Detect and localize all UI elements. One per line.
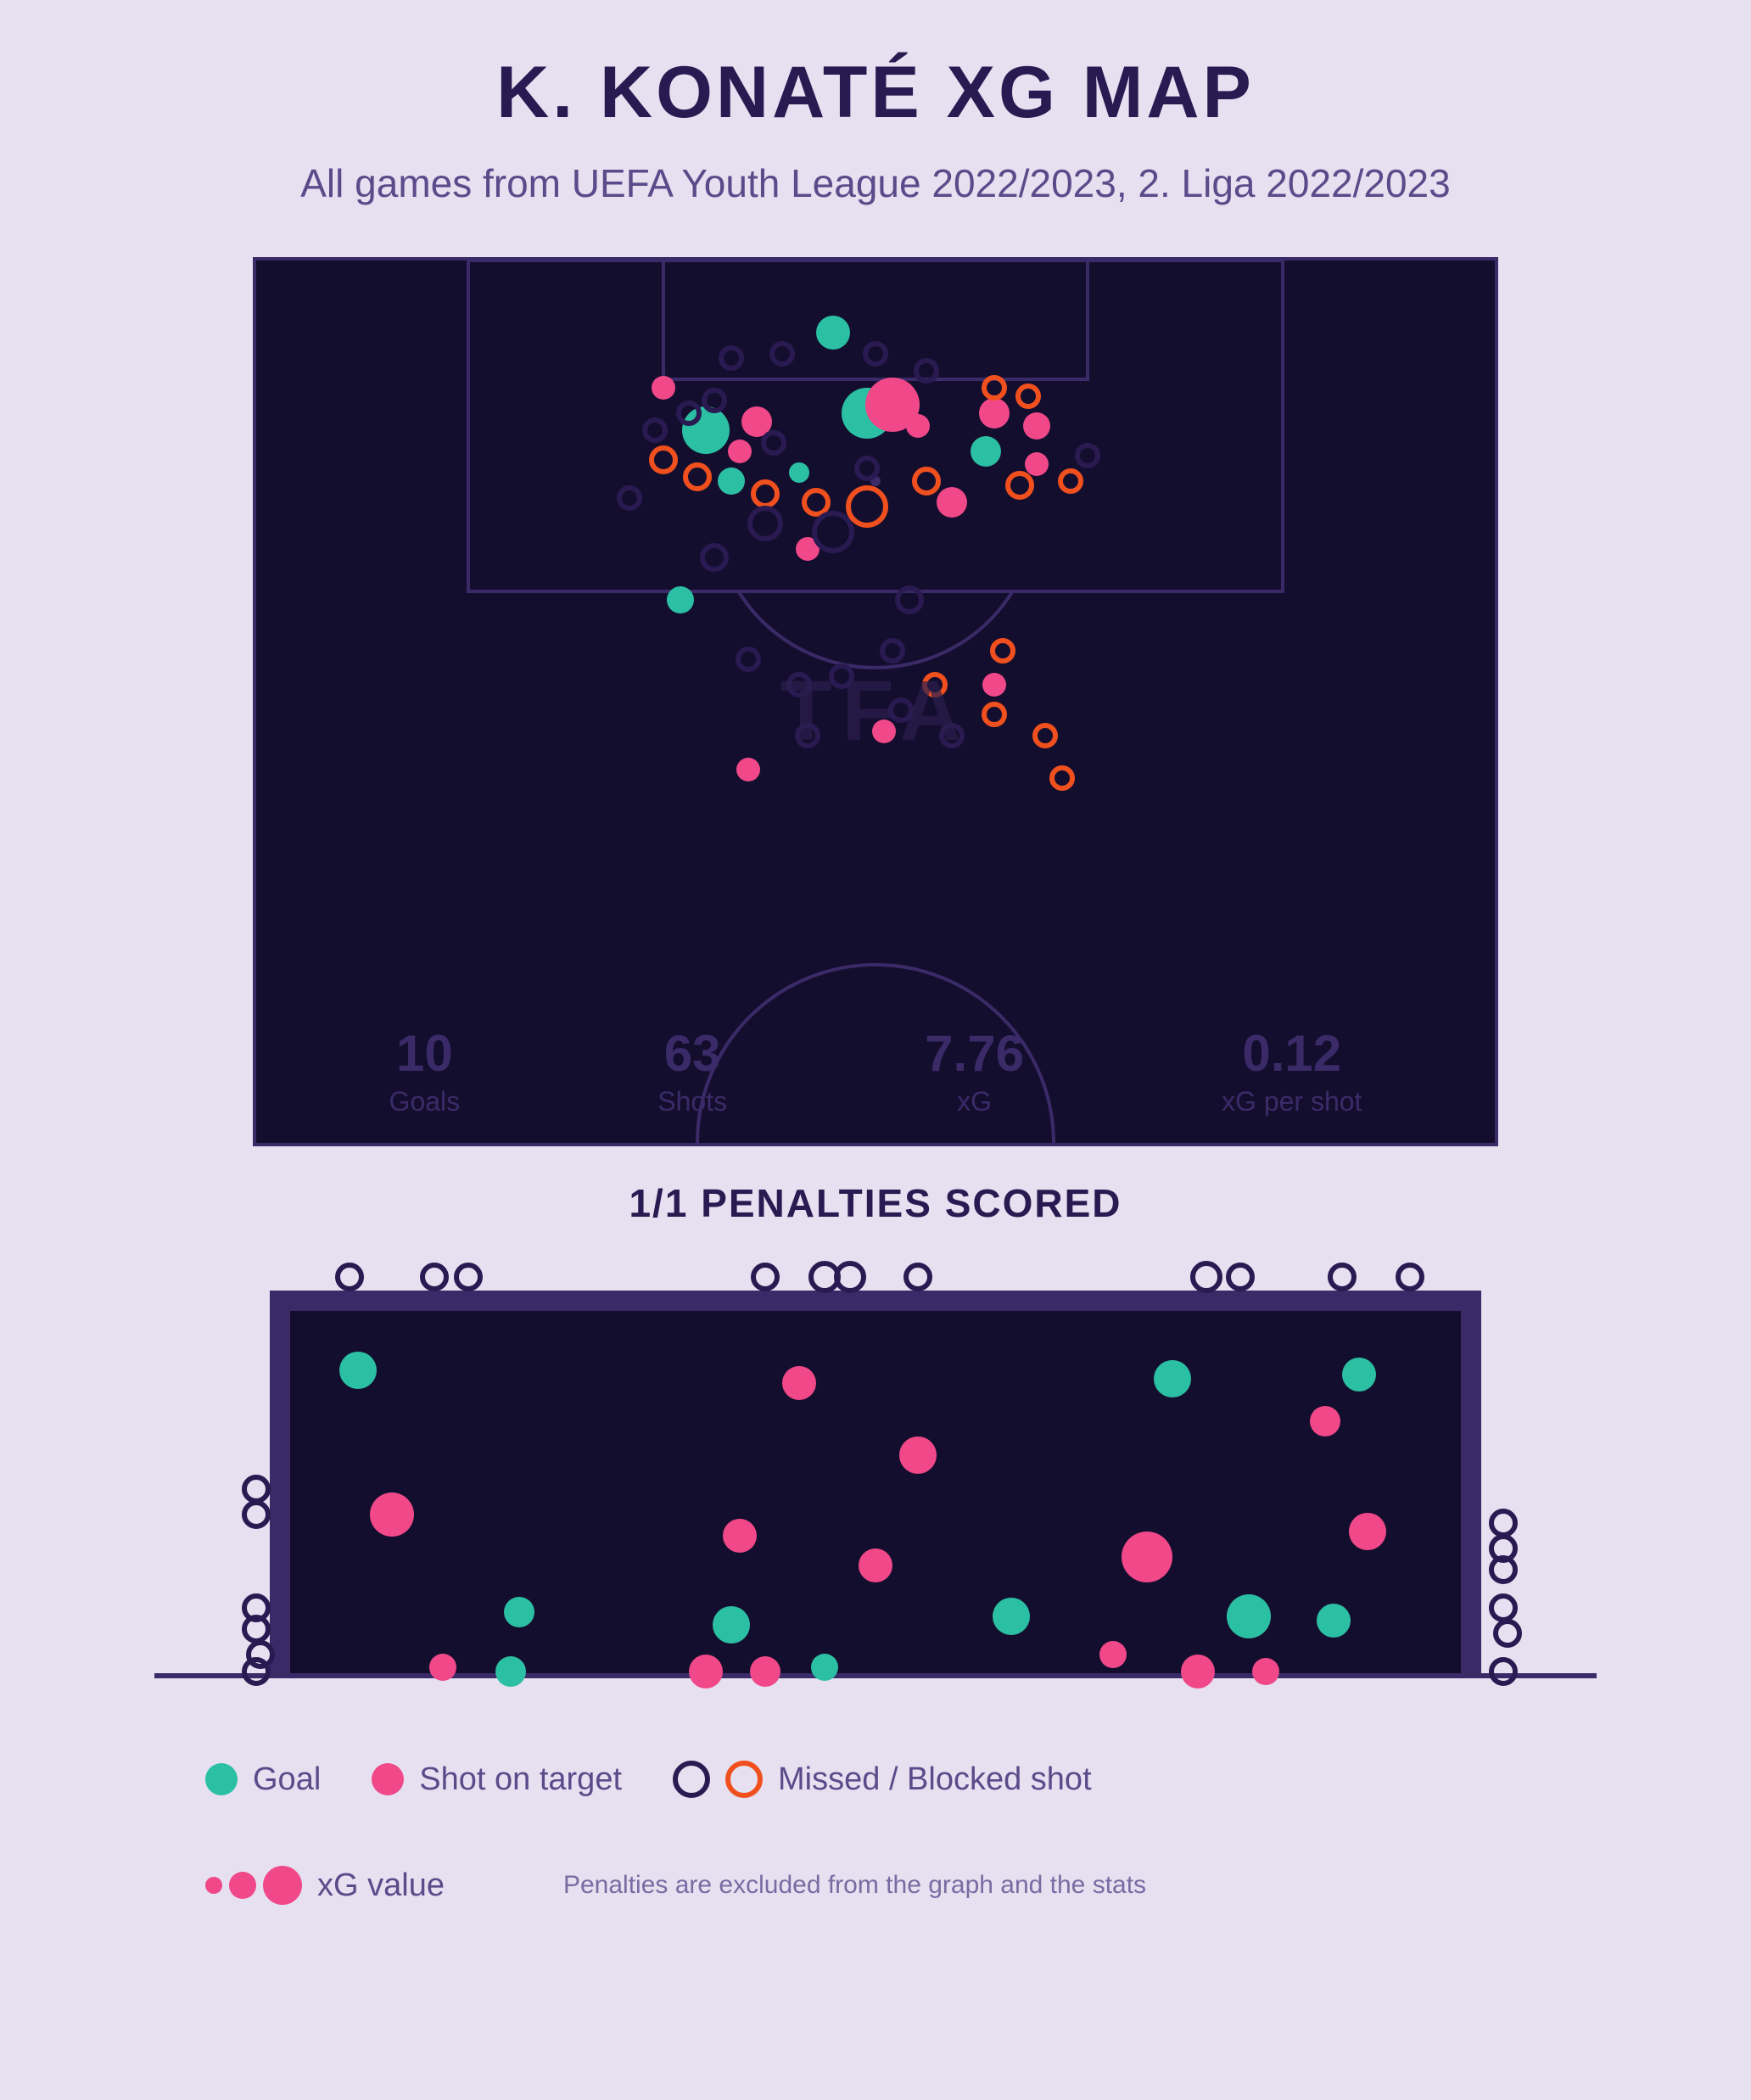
stats-row: 10Goals 63Shots 7.76xG 0.12xG per shot: [256, 1024, 1495, 1117]
legend: Goal Shot on target Missed / Blocked sho…: [103, 1761, 1648, 1905]
pitch-chart: TFA 10Goals 63Shots 7.76xG 0.12xG per shot: [253, 257, 1498, 1146]
stat-label: Shots: [657, 1086, 727, 1117]
legend-on-target: Shot on target: [372, 1761, 622, 1798]
page-subtitle: All games from UEFA Youth League 2022/20…: [68, 160, 1683, 206]
legend-missed-label: Missed / Blocked shot: [778, 1761, 1092, 1798]
on-target-dot-icon: [372, 1763, 404, 1795]
watermark: TFA: [780, 663, 971, 760]
stat-label: Goals: [389, 1086, 461, 1117]
stat-value: 0.12: [1222, 1024, 1362, 1083]
legend-on-target-label: Shot on target: [419, 1761, 622, 1798]
page-title: K. KONATÉ XG MAP: [68, 51, 1683, 135]
stat-block: 0.12xG per shot: [1222, 1024, 1362, 1117]
legend-xg-value: xG value: [205, 1866, 445, 1905]
legend-goal-label: Goal: [253, 1761, 321, 1798]
legend-xg-label: xG value: [317, 1868, 445, 1904]
stat-block: 63Shots: [657, 1024, 727, 1117]
stat-value: 7.76: [925, 1024, 1024, 1083]
xg-dots-icon: [205, 1866, 302, 1905]
missed-ring-icon: [673, 1761, 710, 1798]
legend-note: Penalties are excluded from the graph an…: [563, 1871, 1146, 1900]
xg-map-page: K. KONATÉ XG MAP All games from UEFA You…: [0, 0, 1751, 2100]
stat-block: 10Goals: [389, 1024, 461, 1117]
blocked-ring-icon: [725, 1761, 763, 1798]
goal-svg: [154, 1252, 1597, 1727]
stat-block: 7.76xG: [925, 1024, 1024, 1117]
goal-chart: [154, 1252, 1597, 1727]
stat-label: xG: [925, 1086, 1024, 1117]
stat-label: xG per shot: [1222, 1086, 1362, 1117]
penalties-text: 1/1 PENALTIES SCORED: [68, 1180, 1683, 1226]
legend-missed-blocked: Missed / Blocked shot: [673, 1761, 1092, 1798]
stat-value: 10: [389, 1024, 461, 1083]
legend-goal: Goal: [205, 1761, 321, 1798]
goal-dot-icon: [205, 1763, 238, 1795]
stat-value: 63: [657, 1024, 727, 1083]
